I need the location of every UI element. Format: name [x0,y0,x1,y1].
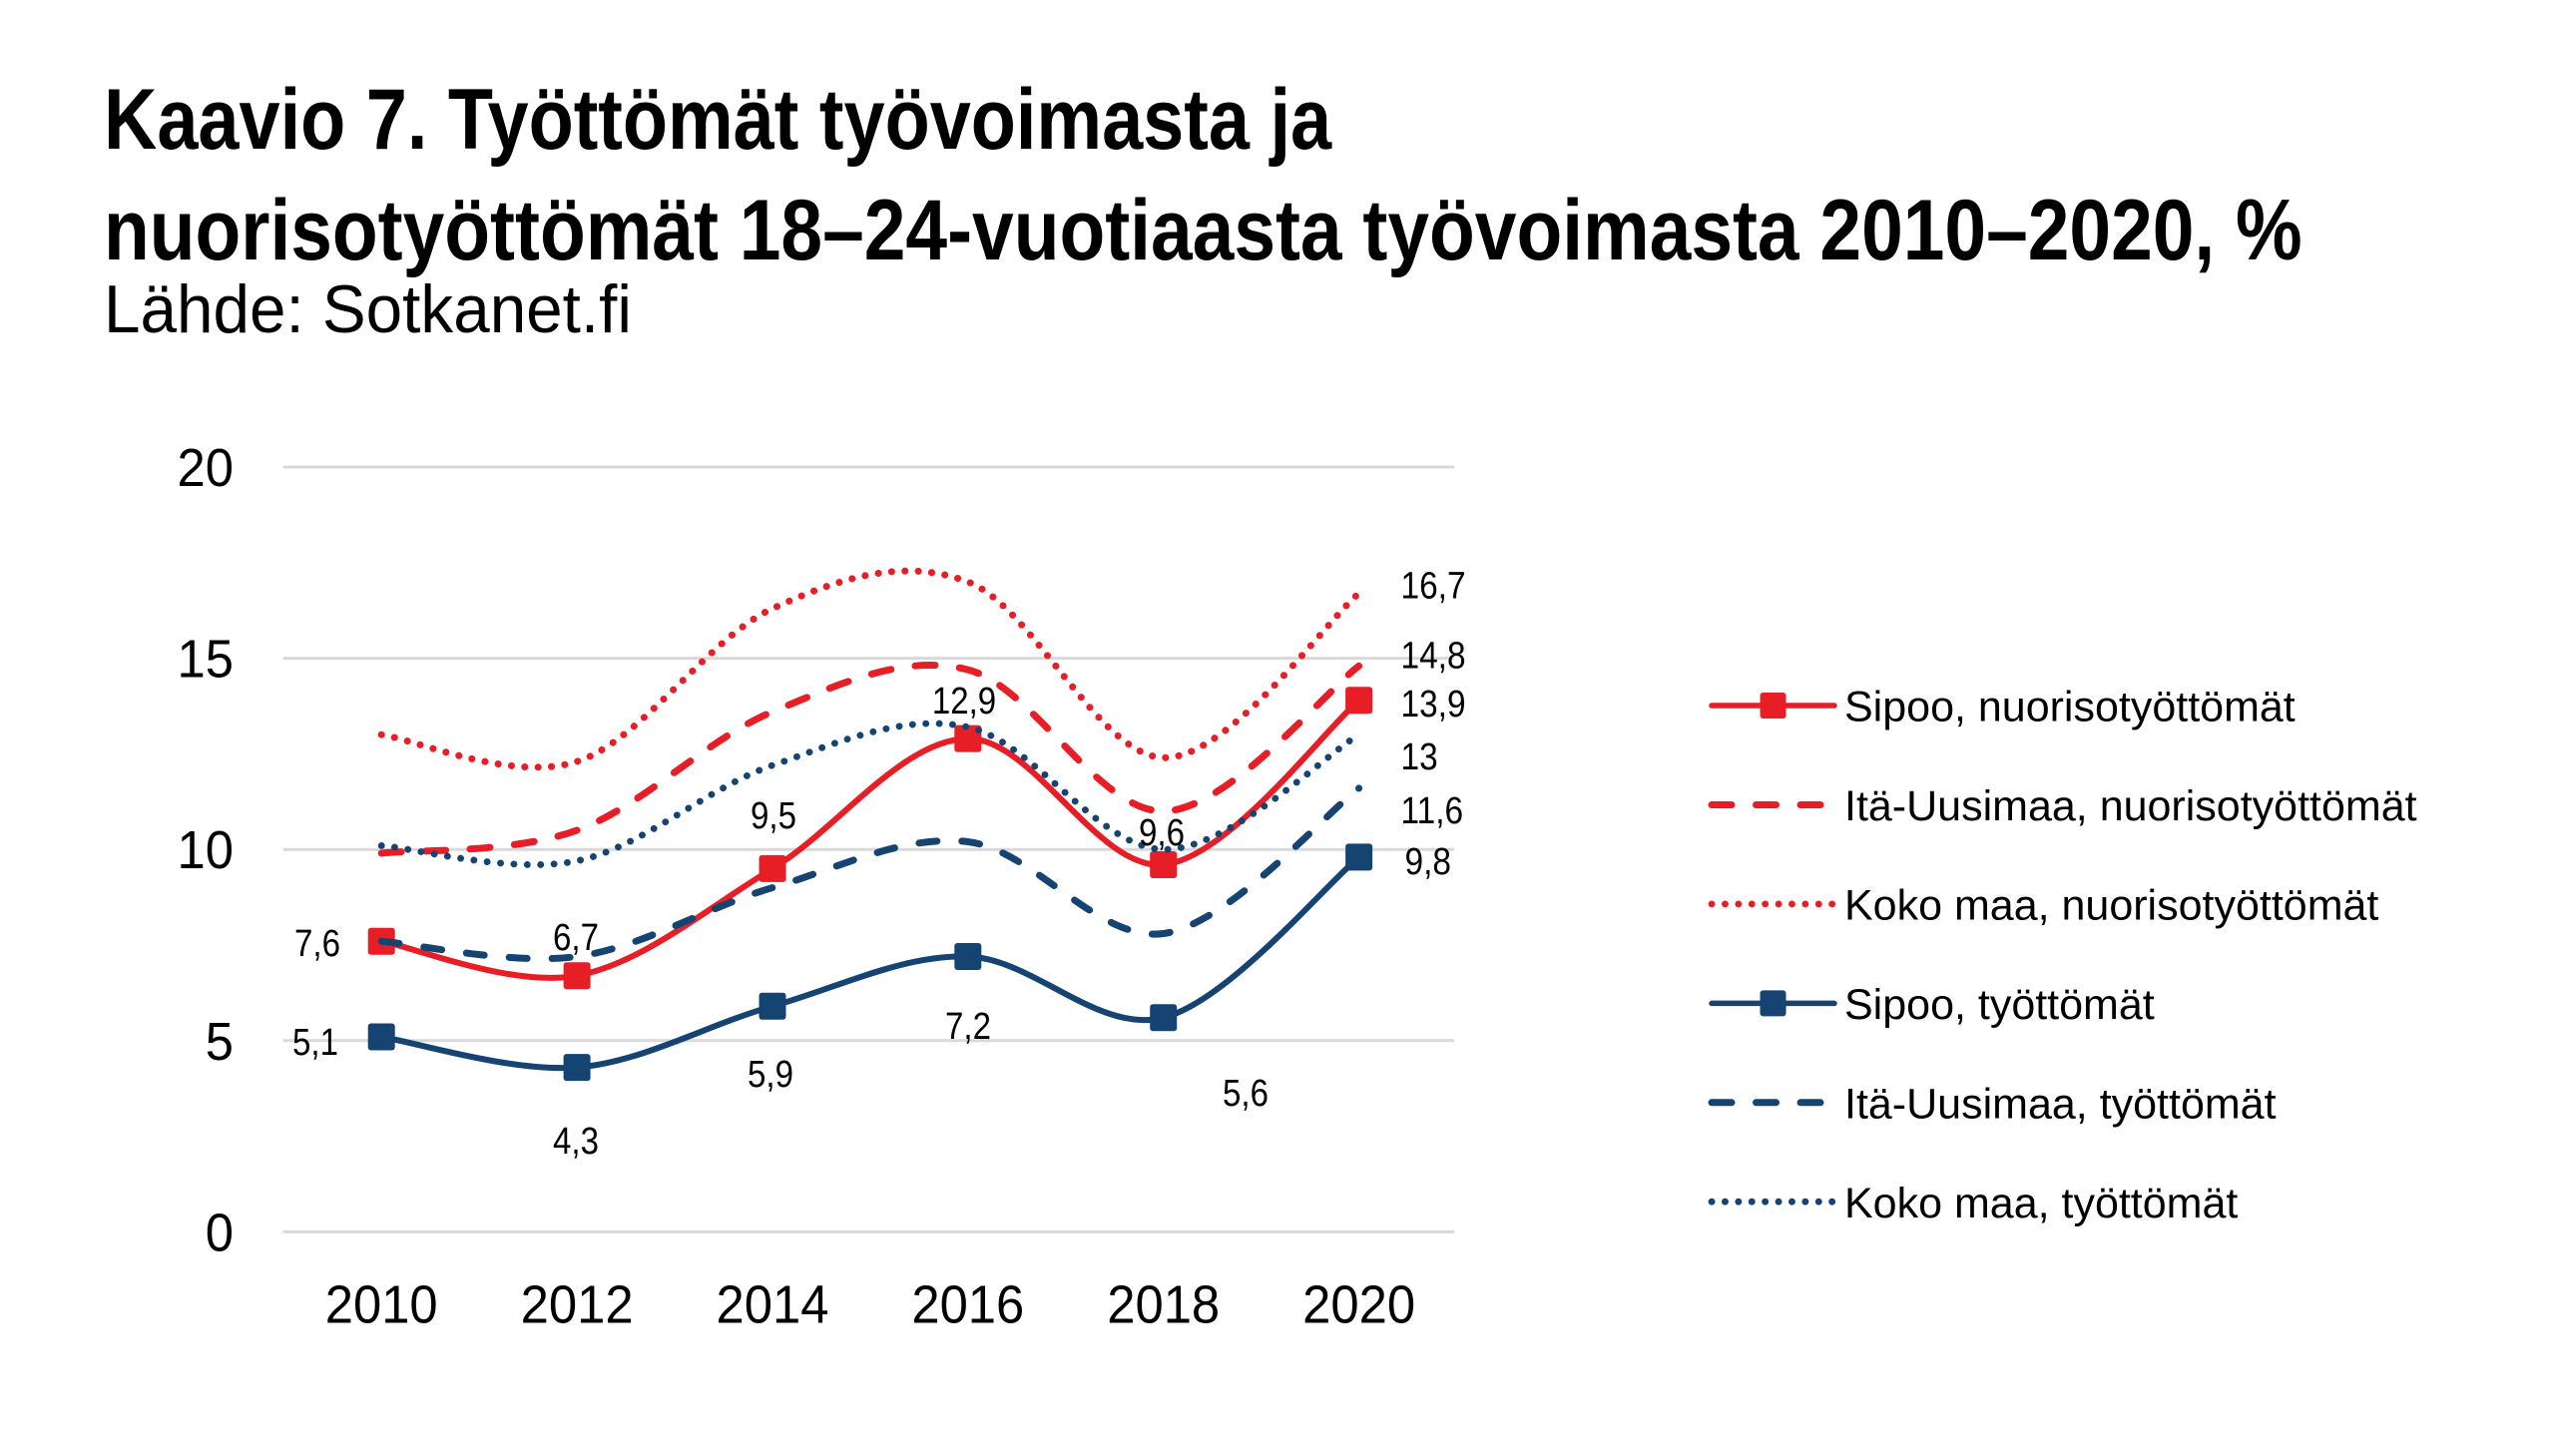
svg-text:14,8: 14,8 [1401,634,1466,676]
svg-text:10: 10 [178,821,234,881]
svg-text:Lähde: Sotkanet.fi: Lähde: Sotkanet.fi [104,272,632,347]
svg-text:11,6: 11,6 [1401,789,1464,831]
svg-text:6,7: 6,7 [553,916,599,959]
svg-text:5,1: 5,1 [292,1021,338,1064]
svg-text:Sipoo, nuorisotyöttömät: Sipoo, nuorisotyöttömät [1844,684,2296,731]
svg-text:13,9: 13,9 [1401,683,1466,725]
svg-text:7,6: 7,6 [294,922,340,965]
svg-text:7,2: 7,2 [945,1005,991,1048]
svg-text:2020: 2020 [1302,1275,1415,1335]
svg-text:Itä-Uusimaa, työttömät: Itä-Uusimaa, työttömät [1844,1080,2277,1128]
svg-text:4,3: 4,3 [553,1120,599,1163]
svg-text:Itä-Uusimaa, nuorisotyöttömät: Itä-Uusimaa, nuorisotyöttömät [1844,782,2417,830]
svg-text:2018: 2018 [1107,1275,1220,1335]
svg-text:5,6: 5,6 [1223,1072,1269,1115]
svg-text:9,5: 9,5 [751,794,796,837]
svg-text:5,9: 5,9 [748,1053,793,1096]
svg-text:15: 15 [178,630,234,690]
svg-text:2012: 2012 [521,1275,634,1335]
svg-text:Kaavio 7. Työttömät työvoimast: Kaavio 7. Työttömät työvoimasta ja [104,71,1332,168]
svg-text:2014: 2014 [717,1275,829,1335]
svg-text:2010: 2010 [325,1275,438,1335]
svg-text:Sipoo, työttömät: Sipoo, työttömät [1844,981,2155,1029]
svg-text:5: 5 [206,1012,234,1072]
svg-text:0: 0 [206,1204,234,1263]
svg-text:9,6: 9,6 [1139,811,1185,854]
svg-text:13: 13 [1401,735,1438,777]
svg-text:20: 20 [178,439,234,499]
svg-text:Koko maa, nuorisotyöttömät: Koko maa, nuorisotyöttömät [1844,881,2378,929]
svg-text:2016: 2016 [911,1275,1024,1335]
svg-text:9,8: 9,8 [1405,840,1451,882]
svg-text:12,9: 12,9 [932,680,996,723]
svg-text:nuorisotyöttömät 18–24-vuotiaa: nuorisotyöttömät 18–24-vuotiaasta työvoi… [104,183,2302,278]
svg-text:Koko maa, työttömät: Koko maa, työttömät [1844,1180,2238,1227]
svg-text:16,7: 16,7 [1401,565,1466,607]
